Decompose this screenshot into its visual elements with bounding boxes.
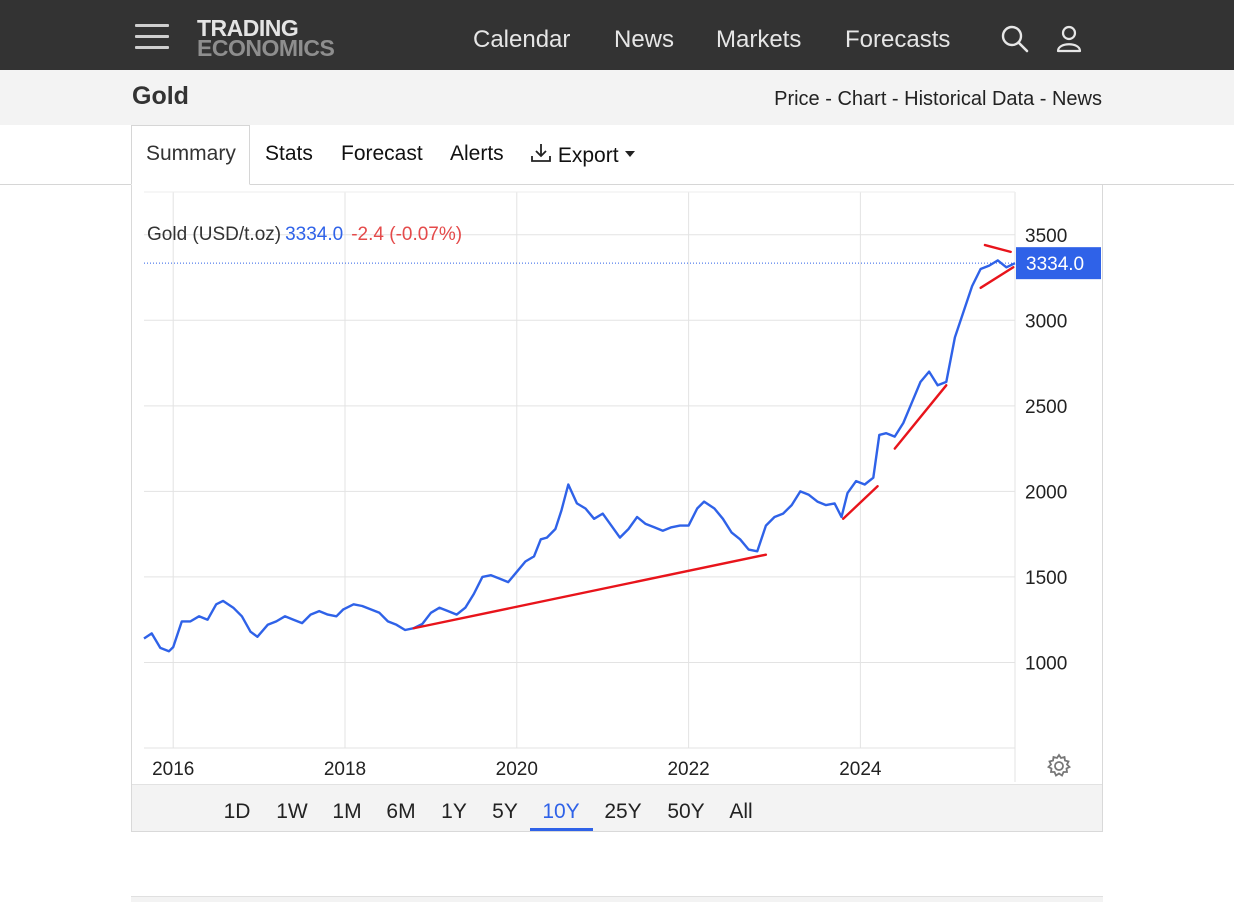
- range-5y[interactable]: 5Y: [492, 800, 518, 823]
- last-price-tag: [1016, 247, 1101, 280]
- crumb-news[interactable]: News: [1051, 88, 1102, 110]
- tabs-divider: [0, 184, 1234, 185]
- crumb-separator: -: [819, 88, 838, 110]
- hamburger-menu-icon[interactable]: [135, 24, 169, 50]
- nav-markets[interactable]: Markets: [716, 26, 802, 53]
- chart-grid: [144, 191, 1016, 782]
- range-1y[interactable]: 1Y: [441, 800, 467, 823]
- chart-legend: Gold (USD/t.oz) 3334.0 -2.4 (-0.07%): [147, 224, 462, 246]
- legend-value: 3334.0: [285, 224, 344, 245]
- x-tick-label: 2020: [496, 759, 538, 780]
- last-price-tag-label: 3334.0: [1026, 254, 1084, 275]
- tab-export[interactable]: Export: [530, 142, 636, 168]
- trend-line: [983, 243, 1012, 254]
- x-tick-label: 2018: [324, 759, 366, 780]
- range-6m[interactable]: 6M: [386, 800, 416, 823]
- logo-line-2: ECONOMICS: [197, 35, 335, 61]
- tab-forecast[interactable]: Forecast: [341, 142, 423, 165]
- tab-stats[interactable]: Stats: [265, 142, 313, 165]
- range-1m[interactable]: 1M: [332, 800, 362, 823]
- caret-down-icon: [625, 151, 636, 157]
- y-tick-label: 3000: [1025, 311, 1067, 332]
- crumb-price[interactable]: Price: [774, 88, 820, 110]
- next-section-edge: [131, 896, 1103, 902]
- y-axis-ticks: 1000 1500 2000 2500 3000 3500: [1025, 226, 1067, 675]
- range-25y[interactable]: 25Y: [604, 800, 642, 823]
- crumb-chart[interactable]: Chart: [837, 88, 887, 110]
- nav-calendar[interactable]: Calendar: [473, 26, 571, 53]
- gear-icon[interactable]: [1046, 753, 1072, 779]
- x-tick-label: 2016: [152, 759, 194, 780]
- user-icon[interactable]: [1054, 24, 1084, 54]
- legend-series-name: Gold (USD/t.oz): [147, 224, 282, 245]
- y-tick-label: 1000: [1025, 653, 1067, 674]
- tab-alerts[interactable]: Alerts: [450, 142, 504, 165]
- trend-line: [893, 384, 948, 450]
- trend-lines: [412, 243, 1015, 630]
- y-tick-label: 2000: [1025, 482, 1067, 503]
- y-tick-label: 2500: [1025, 397, 1067, 418]
- y-tick-label: 3500: [1025, 226, 1067, 247]
- top-bar: TRADING ECONOMICS Calendar News Markets …: [0, 0, 1234, 70]
- range-10y[interactable]: 10Y: [542, 800, 580, 823]
- nav-news[interactable]: News: [614, 26, 675, 53]
- search-icon[interactable]: [1000, 24, 1030, 54]
- x-tick-label: 2022: [667, 759, 709, 780]
- crumb-separator: -: [1034, 88, 1052, 110]
- x-tick-label: 2024: [839, 759, 882, 780]
- trend-line: [979, 266, 1015, 290]
- y-tick-label: 1500: [1025, 568, 1067, 589]
- sub-header: Gold Price - Chart - Historical Data - N…: [0, 70, 1234, 125]
- chart-panel: [131, 185, 1103, 832]
- crumb-separator: -: [886, 88, 905, 110]
- tab-summary[interactable]: Summary: [146, 142, 236, 165]
- range-1w[interactable]: 1W: [276, 800, 308, 823]
- page-title: Gold: [132, 82, 189, 110]
- range-all[interactable]: All: [729, 800, 753, 823]
- active-tab-box: [131, 125, 250, 185]
- export-label: Export: [557, 144, 619, 167]
- range-50y[interactable]: 50Y: [667, 800, 705, 823]
- series-line-gold: [143, 259, 1016, 653]
- x-axis-ticks: 2016 2018 2020 2022 2024: [152, 759, 882, 780]
- trend-line: [842, 485, 879, 520]
- crumb-historical-data[interactable]: Historical Data: [904, 88, 1035, 110]
- download-icon: [531, 144, 551, 162]
- breadcrumb: Price - Chart - Historical Data - News: [774, 88, 1102, 111]
- nav-forecasts[interactable]: Forecasts: [845, 26, 951, 53]
- active-range-underline: [530, 828, 593, 831]
- trend-line: [412, 553, 768, 630]
- logo-line-1: TRADING: [197, 15, 299, 41]
- range-selector-bar: [132, 784, 1102, 831]
- site-logo[interactable]: TRADING ECONOMICS: [197, 15, 335, 61]
- range-1d[interactable]: 1D: [223, 800, 251, 823]
- legend-change: -2.4 (-0.07%): [351, 224, 463, 245]
